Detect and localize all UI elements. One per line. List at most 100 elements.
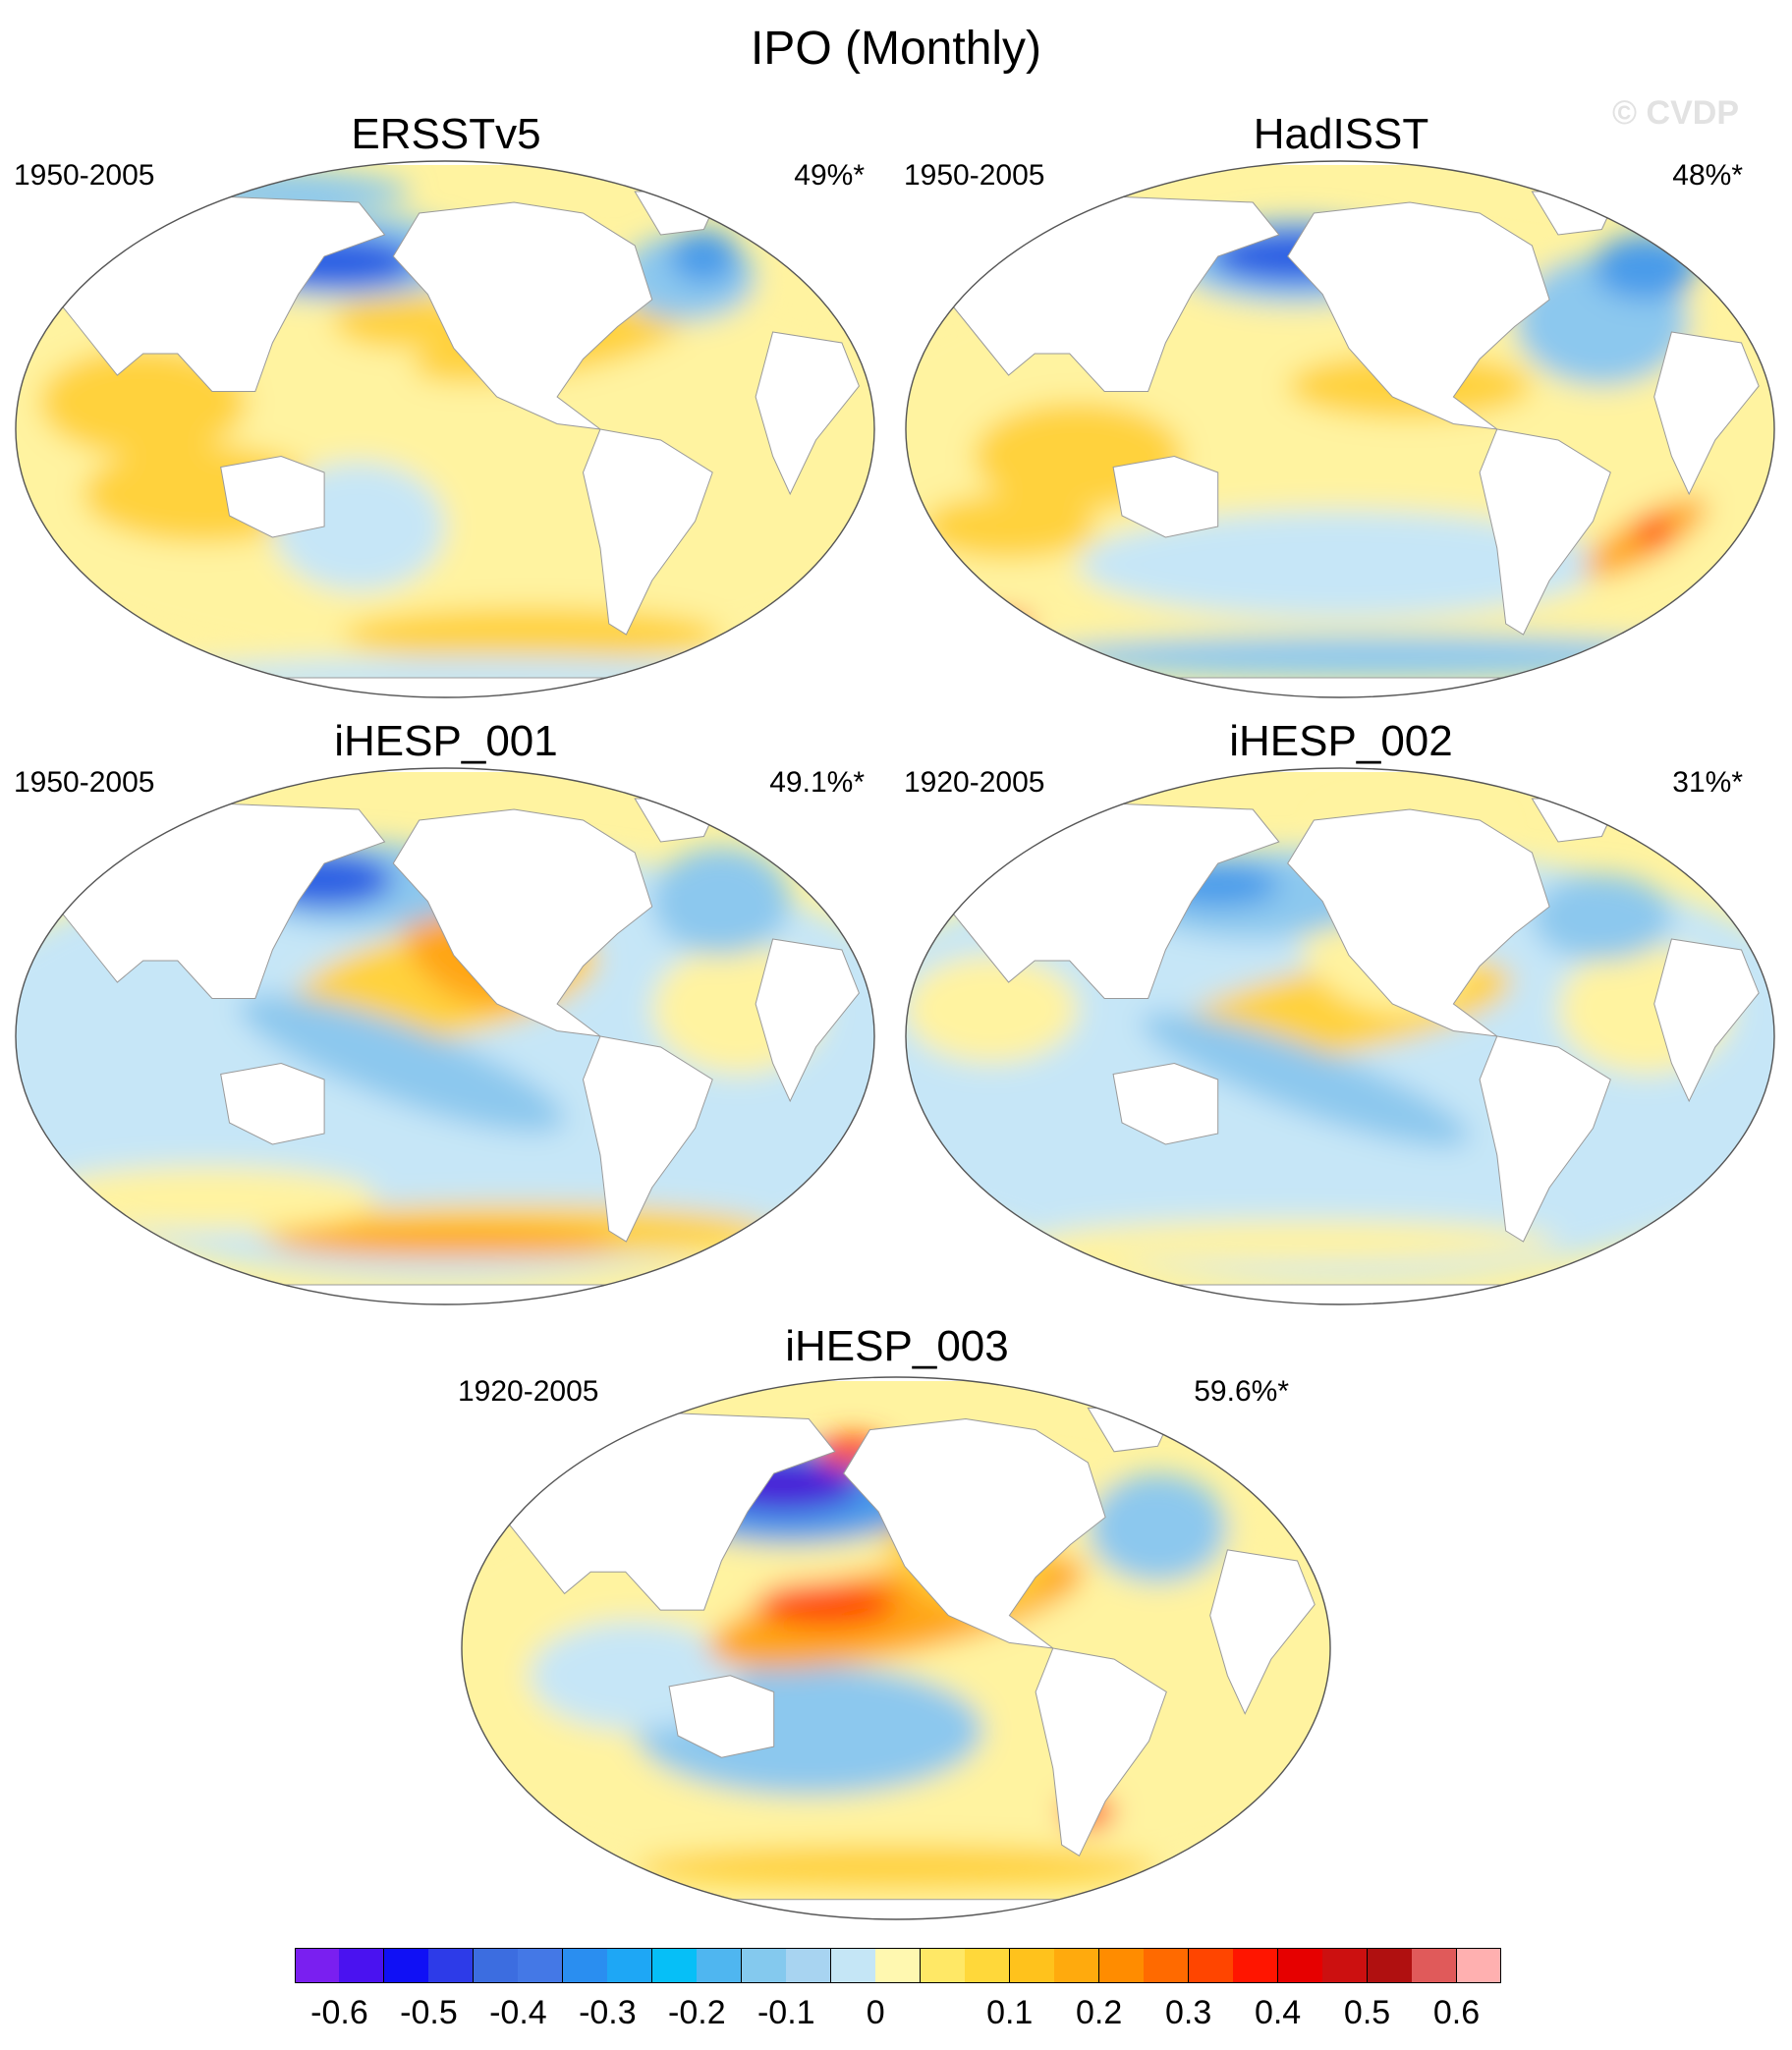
land-antarctica — [1076, 677, 1604, 697]
colorbar-swatch — [1277, 1948, 1323, 1983]
anomaly-region — [239, 994, 565, 1133]
map-border — [461, 1376, 1331, 1920]
anomaly-region — [669, 229, 739, 284]
colorbar-swatch — [1098, 1948, 1145, 1983]
anomaly-region — [1141, 1012, 1470, 1147]
world-map — [15, 767, 875, 1305]
ocean-anomaly-field — [16, 161, 874, 697]
world-map — [15, 160, 875, 698]
colorbar-tick-label: -0.4 — [489, 1994, 547, 2031]
colorbar-swatch — [1144, 1948, 1190, 1983]
anomaly-region — [921, 494, 1096, 559]
land-antarctica — [1076, 1284, 1604, 1304]
land-south-america — [1479, 428, 1611, 636]
map-border — [905, 160, 1775, 698]
land-antarctica — [632, 1899, 1160, 1919]
panel-period: 1920-2005 — [904, 766, 1045, 799]
panel-period: 1950-2005 — [904, 159, 1045, 192]
anomaly-region — [1035, 635, 1733, 678]
colorbar-swatch — [1188, 1948, 1234, 1983]
anomaly-region — [1593, 235, 1699, 300]
colorbar-tick-label: -0.3 — [579, 1994, 637, 2031]
land-africa — [755, 938, 860, 1103]
land-australia — [220, 1062, 325, 1145]
panel-title: HadISST — [1253, 110, 1429, 158]
land-africa — [755, 331, 860, 496]
ocean-anomaly-field — [462, 1377, 1330, 1919]
panel-variance-percent: 49.1%* — [769, 766, 865, 799]
colorbar-tick-label: 0.5 — [1343, 1994, 1391, 2031]
land-africa — [1653, 331, 1760, 496]
panel-ihesp-002: iHESP_002 1920-2005 31%* — [904, 715, 1778, 1316]
colorbar-swatch — [741, 1948, 787, 1983]
colorbar-swatch — [875, 1948, 922, 1983]
panel-ersstv5: ERSSTv5 1950-2005 49%* — [14, 108, 878, 709]
cvdp-watermark: © CVDP — [1612, 94, 1739, 132]
world-map — [905, 767, 1775, 1305]
colorbar-swatch — [339, 1948, 385, 1983]
colorbar-swatch — [1009, 1948, 1055, 1983]
land-north-america — [392, 808, 653, 1037]
colorbar — [295, 1948, 1502, 1985]
land-north-america — [1287, 808, 1550, 1037]
anomaly-region — [1088, 1473, 1228, 1583]
colorbar-tick-label: 0.6 — [1432, 1994, 1481, 2031]
anomaly-region — [1078, 510, 1602, 619]
colorbar-swatch — [295, 1948, 340, 1983]
anomaly-region — [341, 607, 721, 662]
panel-variance-percent: 31%* — [1672, 766, 1743, 799]
land-australia — [1112, 455, 1219, 538]
colorbar-swatch — [562, 1948, 608, 1983]
map-border — [15, 160, 875, 698]
world-map — [461, 1376, 1331, 1920]
colorbar-tick-label: -0.2 — [668, 1994, 726, 2031]
land-south-america — [1035, 1647, 1167, 1857]
map-border — [905, 767, 1775, 1305]
land-australia — [1112, 1062, 1219, 1145]
colorbar-swatch — [1322, 1948, 1369, 1983]
colorbar-tick-label: 0.2 — [1076, 1994, 1123, 2031]
land-north-america — [1287, 201, 1550, 430]
colorbar-swatch — [830, 1948, 876, 1983]
colorbar-swatch — [428, 1948, 475, 1983]
colorbar-tick-label: 0.3 — [1164, 1994, 1212, 2031]
panel-title: iHESP_003 — [785, 1322, 1009, 1370]
colorbar-swatch — [383, 1948, 429, 1983]
land-australia — [668, 1675, 775, 1758]
panel-ihesp-001: iHESP_001 1950-2005 49.1%* — [14, 715, 878, 1316]
colorbar-tick-label: 0 — [866, 1994, 885, 2031]
colorbar-swatch — [965, 1948, 1011, 1983]
colorbar-swatch — [1412, 1948, 1457, 1983]
colorbar-swatch — [786, 1948, 832, 1983]
anomaly-region — [1637, 515, 1672, 549]
ocean-anomaly-field — [906, 768, 1774, 1304]
land-south-america — [582, 1035, 713, 1243]
panel-variance-percent: 48%* — [1672, 159, 1743, 192]
land-antarctica — [184, 677, 706, 697]
anomaly-region — [272, 1225, 618, 1258]
panel-hadisst: HadISST 1950-2005 48%* — [904, 108, 1778, 709]
world-map — [905, 160, 1775, 698]
panel-period: 1950-2005 — [14, 159, 155, 192]
land-antarctica — [184, 1284, 706, 1304]
panel-title: iHESP_002 — [1229, 717, 1453, 765]
anomaly-region — [906, 955, 1079, 1064]
ocean-anomaly-field — [16, 768, 874, 1304]
colorbar-swatch — [473, 1948, 519, 1983]
anomaly-region — [1035, 1220, 1558, 1263]
land-north-america — [843, 1417, 1106, 1649]
colorbar-tick-label: 0.1 — [986, 1994, 1034, 2031]
panel-title: ERSSTv5 — [351, 110, 541, 158]
colorbar-swatch — [1367, 1948, 1413, 1983]
panel-variance-percent: 59.6%* — [1194, 1375, 1289, 1408]
land-africa — [1653, 938, 1760, 1103]
colorbar-swatch — [920, 1948, 966, 1983]
colorbar-swatch — [1054, 1948, 1100, 1983]
colorbar-tick-label: -0.1 — [756, 1994, 815, 2031]
panel-ihesp-003: iHESP_003 1920-2005 59.6%* — [458, 1320, 1334, 1929]
anomaly-region — [39, 348, 248, 457]
anomaly-region — [634, 1845, 1158, 1889]
land-australia — [220, 455, 325, 538]
panel-period: 1920-2005 — [458, 1375, 599, 1408]
anomaly-region — [947, 613, 1036, 635]
